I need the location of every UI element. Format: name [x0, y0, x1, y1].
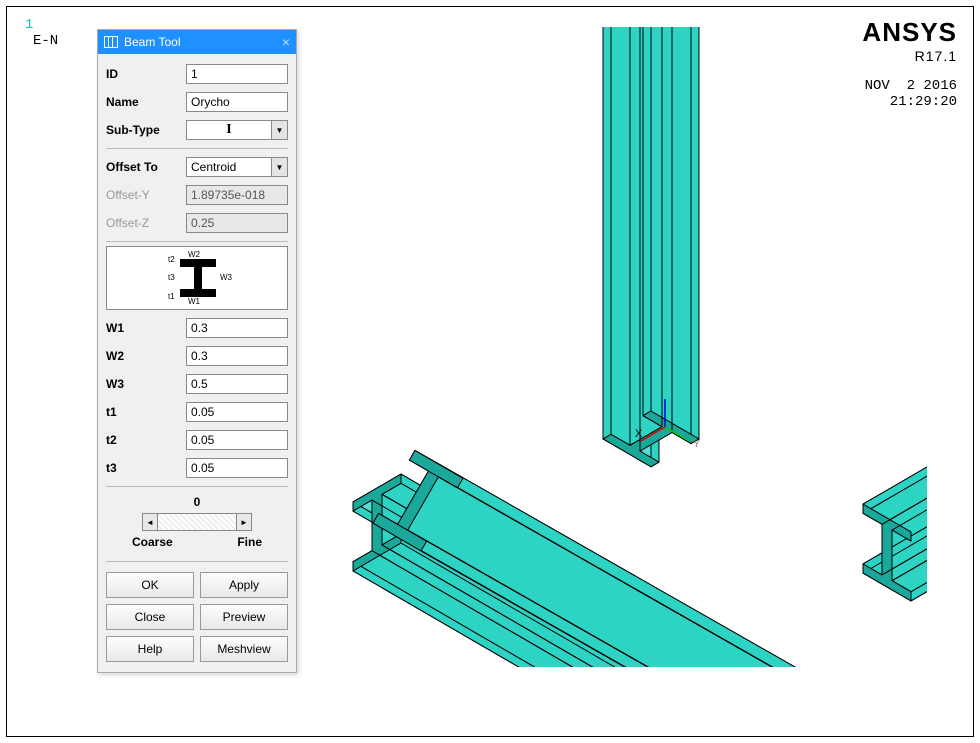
coarse-label: Coarse: [132, 535, 173, 549]
chevron-down-icon: ▼: [271, 158, 287, 176]
ok-button[interactable]: OK: [106, 572, 194, 598]
triad-y-label: Y: [693, 438, 701, 450]
t2-label: t2: [106, 433, 186, 447]
slider-left-button[interactable]: ◄: [142, 513, 158, 531]
viewport-frame: 1 E-N ANSYS R17.1 NOV 2 2016 21:29:20 X …: [6, 6, 974, 737]
id-label: ID: [106, 67, 186, 81]
w1-input[interactable]: [186, 318, 288, 338]
t2-input[interactable]: [186, 430, 288, 450]
w2-input[interactable]: [186, 346, 288, 366]
t1-input[interactable]: [186, 402, 288, 422]
t3-input[interactable]: [186, 458, 288, 478]
triad-x-label: X: [635, 428, 643, 440]
w3-label: W3: [106, 377, 186, 391]
name-input[interactable]: [186, 92, 288, 112]
chevron-down-icon: ▼: [271, 121, 287, 139]
offset-z-label: Offset-Z: [106, 216, 186, 230]
section-diagram: W2 W1 W3 t2 t1 t3: [106, 246, 288, 310]
dialog-titlebar[interactable]: Beam Tool ×: [98, 30, 296, 54]
corner-number: 1: [25, 17, 33, 33]
model-viewport[interactable]: X Y: [267, 27, 927, 667]
slider-track[interactable]: [158, 513, 236, 531]
w1-label: W1: [106, 321, 186, 335]
subtype-label: Sub-Type: [106, 123, 186, 137]
subtype-select[interactable]: I ▼: [186, 120, 288, 140]
meshview-button[interactable]: Meshview: [200, 636, 288, 662]
apply-button[interactable]: Apply: [200, 572, 288, 598]
offset-to-value: Centroid: [187, 160, 271, 174]
w2-label: W2: [106, 349, 186, 363]
id-input[interactable]: [186, 64, 288, 84]
fine-label: Fine: [237, 535, 262, 549]
offset-y-label: Offset-Y: [106, 188, 186, 202]
preview-button[interactable]: Preview: [200, 604, 288, 630]
name-label: Name: [106, 95, 186, 109]
t1-label: t1: [106, 405, 186, 419]
help-button[interactable]: Help: [106, 636, 194, 662]
w3-input[interactable]: [186, 374, 288, 394]
dialog-title: Beam Tool: [124, 35, 180, 49]
dialog-icon: [104, 36, 118, 48]
subtype-value: I: [187, 122, 271, 138]
beam-tool-dialog: Beam Tool × ID Name Sub-Type I ▼: [97, 29, 297, 673]
mesh-slider[interactable]: ◄ ►: [142, 513, 252, 531]
mesh-slider-value: 0: [106, 495, 288, 509]
close-icon[interactable]: ×: [282, 35, 290, 49]
close-button[interactable]: Close: [106, 604, 194, 630]
slider-right-button[interactable]: ►: [236, 513, 252, 531]
offset-z-input: [186, 213, 288, 233]
corner-label: E-N: [33, 33, 58, 49]
offset-to-select[interactable]: Centroid ▼: [186, 157, 288, 177]
t3-label: t3: [106, 461, 186, 475]
offset-y-input: [186, 185, 288, 205]
offset-to-label: Offset To: [106, 160, 186, 174]
